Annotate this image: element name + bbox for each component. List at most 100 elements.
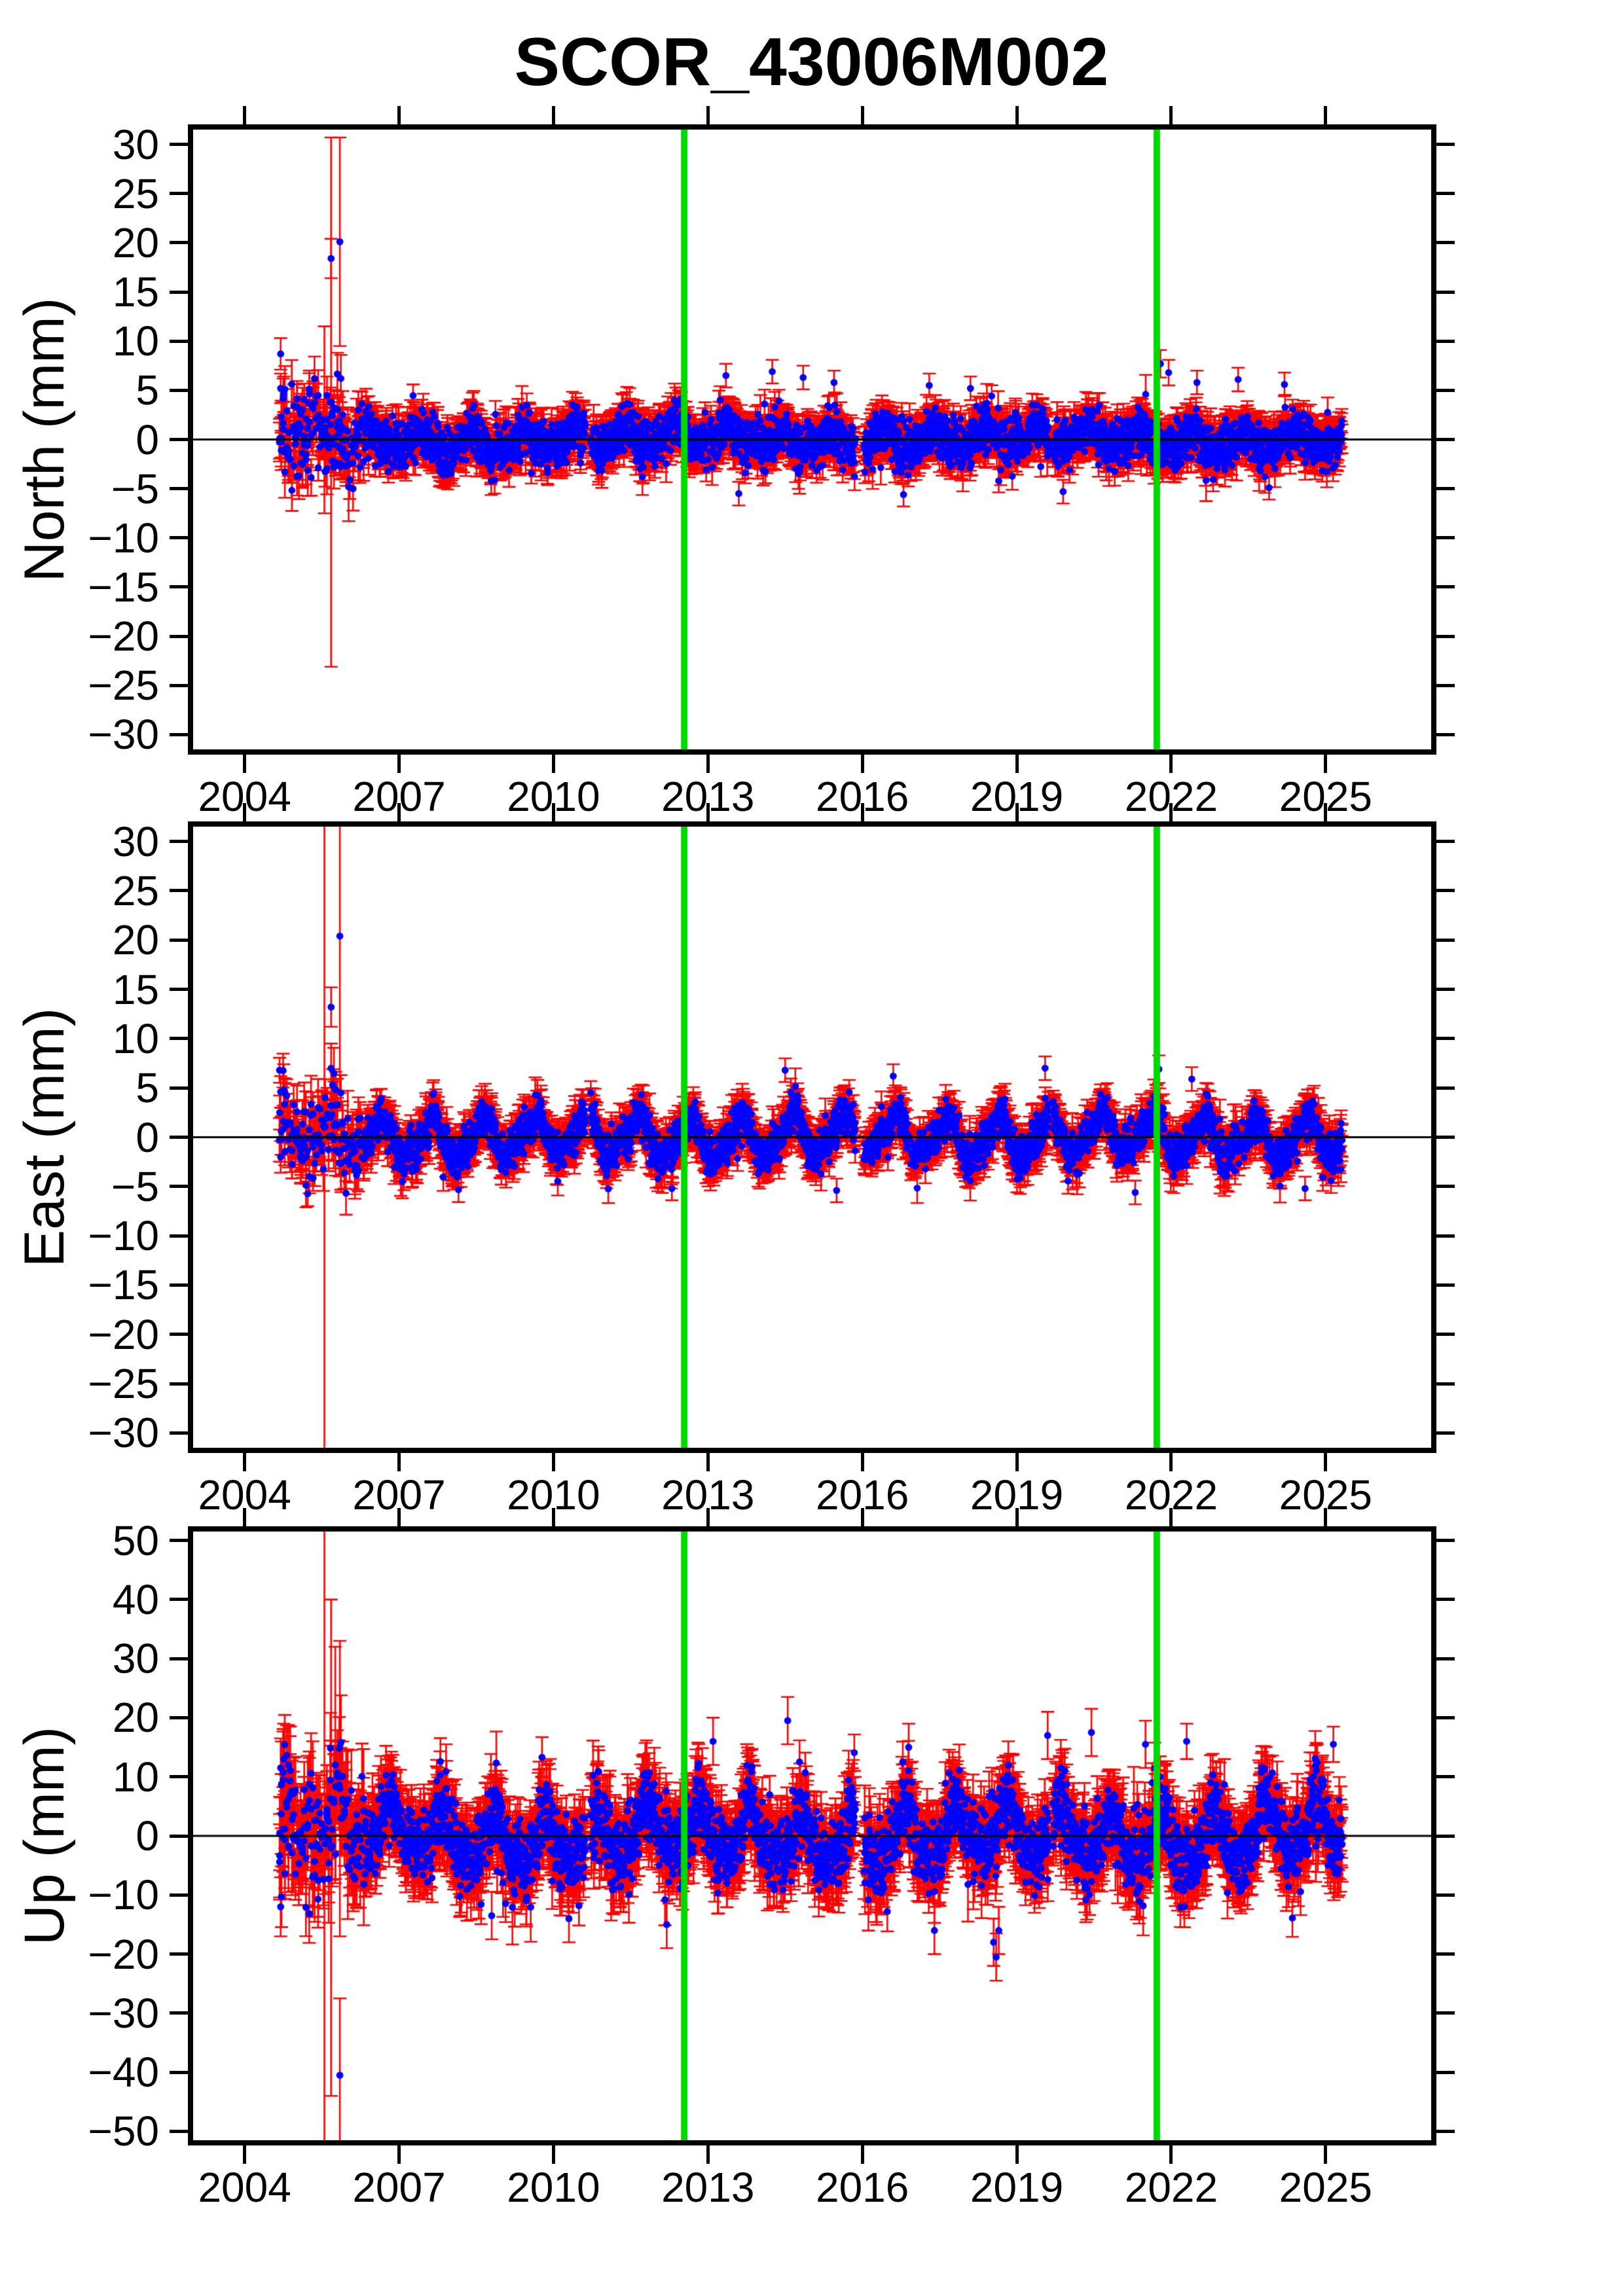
y-tick-label: −30 (88, 1989, 159, 2037)
y-tick-right (1436, 732, 1455, 736)
x-tick-bottom (1169, 1453, 1173, 1471)
y-tick-left (170, 1598, 188, 1602)
y-tick-left (170, 732, 188, 736)
y-tick-label: −25 (88, 1360, 159, 1408)
x-tick-label: 2016 (815, 2164, 909, 2211)
y-tick-right (1436, 438, 1455, 441)
y-tick-label: 20 (112, 1694, 159, 1742)
x-tick-top (1015, 106, 1019, 124)
x-tick-bottom (551, 1453, 555, 1471)
y-tick-left (170, 1234, 188, 1238)
x-tick-top (1324, 803, 1328, 821)
x-tick-bottom (243, 755, 247, 773)
y-tick-right (1436, 683, 1455, 687)
x-tick-label: 2007 (352, 2164, 446, 2211)
x-tick-top (551, 106, 555, 124)
x-tick-top (551, 803, 555, 821)
y-tick-left (170, 1431, 188, 1435)
y-tick-left (170, 2129, 188, 2133)
x-tick-bottom (551, 2145, 555, 2164)
y-tick-left (170, 634, 188, 638)
y-tick-left (170, 2070, 188, 2074)
y-tick-left (170, 438, 188, 441)
y-tick-label: 25 (112, 170, 159, 217)
y-tick-label: −5 (111, 465, 159, 512)
y-tick-left (170, 241, 188, 245)
x-tick-top (860, 803, 864, 821)
y-tick-left (170, 1037, 188, 1041)
x-tick-bottom (397, 2145, 401, 2164)
y-tick-right (1436, 241, 1455, 245)
x-tick-label: 2004 (198, 2164, 291, 2211)
y-tick-label: 30 (112, 817, 159, 865)
x-tick-top (243, 106, 247, 124)
x-tick-bottom (1324, 2145, 1328, 2164)
y-tick-label: 5 (136, 367, 159, 414)
y-tick-right (1436, 2070, 1455, 2074)
page-title: SCOR_43006M002 (514, 24, 1109, 100)
y-tick-left (170, 143, 188, 147)
y-tick-left (170, 1893, 188, 1897)
y-tick-right (1436, 1283, 1455, 1287)
y-tick-right (1436, 388, 1455, 392)
y-tick-right (1436, 840, 1455, 844)
x-tick-top (706, 1508, 710, 1526)
y-tick-left (170, 2011, 188, 2015)
y-tick-left (170, 536, 188, 540)
y-tick-label: 10 (112, 1014, 159, 1062)
x-tick-bottom (706, 755, 710, 773)
y-tick-left (170, 192, 188, 196)
y-tick-left (170, 988, 188, 992)
y-tick-right (1436, 2129, 1455, 2133)
y-tick-right (1436, 1136, 1455, 1139)
y-tick-label: −30 (88, 711, 159, 759)
x-tick-top (706, 106, 710, 124)
y-tick-label: 0 (136, 1812, 159, 1859)
y-tick-label: −10 (88, 1871, 159, 1919)
x-tick-bottom (1015, 755, 1019, 773)
x-tick-bottom (860, 1453, 864, 1471)
y-tick-left (170, 487, 188, 491)
x-tick-bottom (706, 1453, 710, 1471)
x-tick-top (243, 1508, 247, 1526)
y-tick-left (170, 585, 188, 589)
y-tick-right (1436, 889, 1455, 893)
y-tick-left (170, 1715, 188, 1719)
y-tick-right (1436, 1952, 1455, 1956)
y-tick-right (1436, 1333, 1455, 1336)
y-tick-label: 20 (112, 916, 159, 964)
y-tick-label: 30 (112, 120, 159, 168)
y-tick-label: 20 (112, 219, 159, 266)
x-tick-top (397, 106, 401, 124)
y-tick-right (1436, 1382, 1455, 1386)
x-tick-top (243, 803, 247, 821)
x-tick-top (706, 803, 710, 821)
up-scatter-canvas (193, 1532, 1431, 2140)
east-scatter-canvas (193, 827, 1431, 1448)
y-tick-label: −5 (111, 1162, 159, 1210)
y-tick-right (1436, 1539, 1455, 1543)
y-tick-left (170, 1657, 188, 1660)
y-tick-left (170, 1539, 188, 1543)
x-tick-bottom (243, 1453, 247, 1471)
y-tick-label: −30 (88, 1409, 159, 1457)
y-tick-label: 50 (112, 1516, 159, 1564)
x-tick-top (860, 1508, 864, 1526)
y-tick-label: −20 (88, 1310, 159, 1358)
y-tick-right (1436, 988, 1455, 992)
y-tick-right (1436, 1657, 1455, 1660)
y-tick-label: −10 (88, 1212, 159, 1260)
y-tick-right (1436, 2011, 1455, 2015)
y-tick-label: 0 (136, 1113, 159, 1161)
y-tick-right (1436, 339, 1455, 343)
x-tick-bottom (397, 1453, 401, 1471)
x-tick-bottom (860, 755, 864, 773)
y-tick-right (1436, 143, 1455, 147)
x-tick-top (1324, 106, 1328, 124)
x-tick-bottom (551, 755, 555, 773)
y-tick-label: 15 (112, 268, 159, 316)
y-tick-left (170, 1333, 188, 1336)
y-tick-right (1436, 1037, 1455, 1041)
y-tick-label: 25 (112, 867, 159, 914)
